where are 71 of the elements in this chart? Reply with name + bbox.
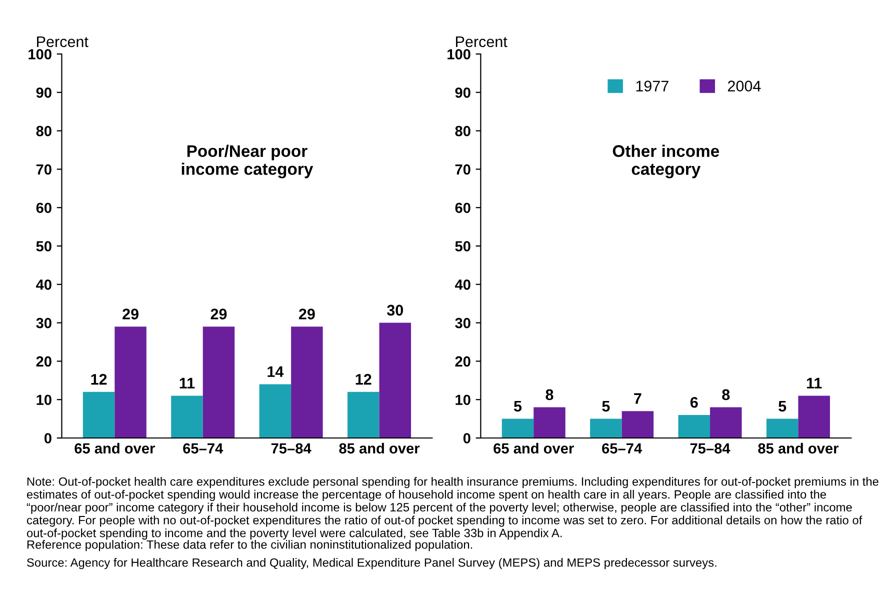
- bar: [622, 411, 654, 438]
- bar: [534, 407, 566, 438]
- y-tick-label: 100: [448, 49, 470, 60]
- bar: [678, 414, 710, 438]
- data-label: 14: [268, 366, 284, 377]
- y-axis-title: Percent: [37, 36, 88, 48]
- y-tick-label: 20: [455, 356, 470, 367]
- y-tick-label: 90: [36, 88, 52, 98]
- y-tick-label: 80: [36, 126, 52, 136]
- data-label: 29: [210, 308, 227, 320]
- bar: [202, 326, 235, 438]
- data-label: 11: [180, 378, 195, 388]
- y-tick-label: 90: [455, 88, 470, 98]
- data-label: 8: [546, 389, 554, 400]
- x-tick-label: 65 and over: [494, 442, 574, 454]
- bar: [590, 418, 622, 438]
- bar: [348, 392, 380, 438]
- bar: [379, 322, 412, 438]
- y-tick-label: 10: [456, 394, 470, 406]
- text: Note: Out-of-pocket health care expenditures exclude personal spending for health insurance premiums. Including expenditures for out-of-pocket premiums in the estimates of out-of-pocket spending would increase the percentage of household income spent on health care in all years. People are classified into the “poor/near poor” income category if their household income is below 125 percent of the poverty level; otherwise, people are classified into the “other” income category. For people with no out-of-pocket expenditures the ratio of out-of pocket spending to income was set to zero. For additional details on how the ratio of out-of-pocket spending to income and the poverty level were calculated, see Table 33b in Appendix A.: [26, 477, 878, 540]
- bar: [114, 326, 146, 438]
- x-tick-label: 85 and over: [339, 442, 420, 454]
- x-tick-label: 75–84: [271, 443, 312, 454]
- y-tick-label: 10: [36, 394, 52, 406]
- y-tick-label: 70: [36, 164, 52, 175]
- bar: [82, 392, 115, 438]
- data-label: 5: [602, 400, 610, 412]
- bar: [259, 384, 292, 438]
- data-label: 11: [806, 378, 822, 388]
- y-tick-label: 60: [455, 202, 470, 214]
- text: Poor/Near poor income category: [182, 144, 314, 178]
- legend-label: 1977: [636, 80, 668, 92]
- x-tick-label: 65–74: [183, 443, 224, 454]
- bar: [502, 418, 534, 438]
- data-label: 29: [298, 308, 315, 320]
- y-tick-label: 30: [36, 318, 52, 328]
- y-tick-label: 0: [44, 433, 52, 444]
- source-note: Source: Agency for Healthcare Research and Quality, Medical Expenditure Panel Survey (MEPS) and MEPS predecessor surveys.: [27, 558, 716, 570]
- x-tick-label: 65–74: [602, 443, 642, 454]
- data-label: 30: [386, 304, 404, 316]
- y-tick-label: 40: [454, 280, 470, 290]
- y-axis-title: Percent: [456, 36, 508, 48]
- bar: [710, 407, 742, 438]
- y-tick-label: 70: [455, 164, 470, 175]
- data-label: 29: [122, 308, 138, 320]
- data-label: 5: [778, 400, 786, 412]
- bar: [798, 396, 830, 438]
- y-tick-label: 80: [455, 126, 470, 136]
- data-label: 12: [356, 374, 372, 385]
- y-tick-label: 100: [28, 49, 52, 60]
- x-tick-label: 65 and over: [74, 442, 155, 454]
- data-label: 7: [634, 393, 642, 404]
- y-tick-label: 50: [36, 241, 52, 252]
- data-label: 12: [91, 374, 107, 385]
- y-tick-label: 30: [455, 318, 470, 328]
- bar: [766, 418, 798, 438]
- y-tick-label: 60: [36, 202, 52, 214]
- bar: [291, 326, 323, 438]
- text: Other income category: [612, 144, 720, 178]
- y-tick-label: 0: [463, 433, 470, 444]
- data-label: 5: [514, 400, 522, 412]
- text: Reference population: These data refer to the civilian noninstitutionalized population.: [27, 540, 472, 552]
- y-tick-label: 20: [36, 356, 52, 367]
- x-tick-label: 85 and over: [758, 442, 839, 454]
- bar: [171, 396, 203, 438]
- data-label: 8: [722, 389, 730, 400]
- y-tick-label: 40: [36, 280, 52, 290]
- y-tick-label: 50: [455, 241, 470, 252]
- data-label: 6: [690, 396, 698, 408]
- x-tick-label: 75–84: [690, 443, 730, 454]
- legend-label: 2004: [728, 80, 761, 92]
